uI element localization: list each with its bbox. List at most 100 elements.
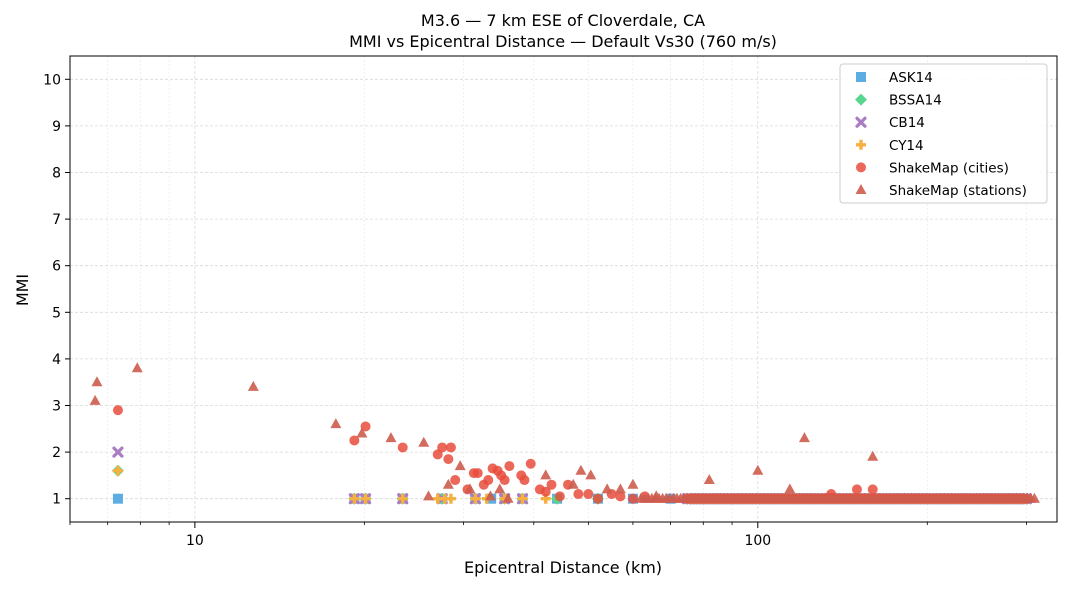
- y-tick-label: 2: [52, 445, 61, 461]
- data-point: [525, 458, 536, 469]
- data-point: [91, 376, 103, 387]
- data-point: [798, 432, 810, 443]
- data-point: [349, 435, 360, 446]
- legend-marker: [856, 139, 866, 150]
- data-point: [784, 483, 796, 494]
- data-point: [360, 421, 371, 432]
- y-tick-label: 10: [43, 72, 61, 88]
- data-point: [494, 483, 506, 494]
- data-point: [483, 475, 494, 486]
- data-point: [867, 484, 878, 495]
- data-point: [397, 442, 408, 453]
- y-tick-label: 6: [52, 259, 61, 275]
- legend-label: BSSA14: [889, 93, 942, 109]
- legend-label: ASK14: [889, 70, 933, 86]
- y-tick-label: 9: [52, 119, 61, 135]
- data-point: [517, 493, 528, 504]
- x-tick-label: 100: [744, 533, 771, 549]
- data-point: [112, 405, 123, 416]
- data-point: [112, 493, 123, 504]
- legend-item: BSSA14: [855, 93, 942, 109]
- y-axis-label: MMI: [13, 274, 32, 306]
- legend-marker: [855, 93, 867, 106]
- data-point: [422, 490, 434, 501]
- data-point: [131, 362, 143, 373]
- data-point: [470, 493, 481, 504]
- data-point: [575, 464, 587, 475]
- legend-label: CY14: [889, 138, 924, 154]
- data-point: [499, 475, 510, 486]
- legend-item: CB14: [855, 115, 925, 131]
- data-point: [540, 469, 552, 480]
- data-point: [627, 478, 639, 489]
- legend-item: ASK14: [856, 70, 933, 86]
- data-point: [443, 454, 454, 465]
- data-point: [445, 493, 456, 504]
- y-tick-label: 8: [52, 166, 61, 182]
- data-point: [752, 464, 764, 475]
- data-point: [484, 490, 496, 501]
- data-point: [247, 380, 259, 391]
- series-shakemap-stations: [89, 362, 1040, 503]
- data-point: [615, 491, 626, 502]
- data-point: [89, 394, 101, 405]
- legend-label: CB14: [889, 115, 925, 131]
- y-tick-label: 3: [52, 399, 61, 415]
- data-point: [650, 490, 662, 501]
- y-tick-label: 1: [52, 492, 61, 508]
- data-point: [554, 491, 565, 502]
- data-point: [573, 489, 584, 500]
- legend-item: ShakeMap (stations): [855, 183, 1027, 199]
- data-point: [472, 468, 483, 479]
- data-point: [1028, 492, 1040, 503]
- data-point: [464, 483, 476, 494]
- legend-item: CY14: [856, 138, 924, 154]
- data-point: [601, 483, 613, 494]
- data-point: [867, 450, 879, 461]
- data-point: [349, 493, 360, 504]
- data-point: [585, 469, 597, 480]
- data-point: [450, 475, 461, 486]
- data-point: [112, 446, 124, 458]
- series-shakemap-cities: [112, 405, 1032, 504]
- data-point: [437, 442, 448, 453]
- data-point: [356, 427, 368, 438]
- chart-title: M3.6 — 7 km ESE of Cloverdale, CA: [421, 11, 705, 30]
- data-point: [445, 442, 456, 453]
- x-axis-label: Epicentral Distance (km): [464, 558, 662, 577]
- legend-label: ShakeMap (stations): [889, 183, 1027, 199]
- data-point: [397, 493, 408, 504]
- data-point: [330, 418, 342, 429]
- data-point: [519, 475, 530, 486]
- data-point: [546, 479, 557, 490]
- axes: 1 2 3 4 5 6 7 8 9 10 10 100: [43, 55, 1058, 549]
- data-point: [703, 474, 715, 485]
- legend-marker: [855, 184, 867, 194]
- data-layer: [89, 362, 1040, 505]
- data-point: [454, 460, 466, 471]
- legend-marker: [855, 116, 867, 128]
- data-point: [583, 489, 594, 500]
- data-point: [567, 478, 579, 489]
- legend-label: ShakeMap (cities): [889, 160, 1009, 176]
- legend-box: [839, 63, 1048, 204]
- data-point: [504, 461, 515, 472]
- legend: ASK14 BSSA14 CB14 CY14 ShakeMap (cities) Shak…: [839, 63, 1048, 204]
- chart-subtitle: MMI vs Epicentral Distance — Default Vs3…: [349, 32, 777, 51]
- data-point: [502, 492, 514, 503]
- data-point: [418, 436, 430, 447]
- data-point: [614, 483, 626, 494]
- y-tick-label: 4: [52, 352, 61, 368]
- data-point: [360, 493, 371, 504]
- data-point: [851, 484, 862, 495]
- y-tick-label: 5: [52, 305, 61, 321]
- legend-marker: [856, 162, 866, 173]
- data-point: [385, 432, 397, 443]
- data-point: [442, 478, 454, 489]
- x-tick-label: 10: [186, 533, 204, 549]
- data-point: [540, 486, 551, 497]
- data-point: [627, 493, 638, 504]
- y-tick-label: 7: [52, 212, 61, 228]
